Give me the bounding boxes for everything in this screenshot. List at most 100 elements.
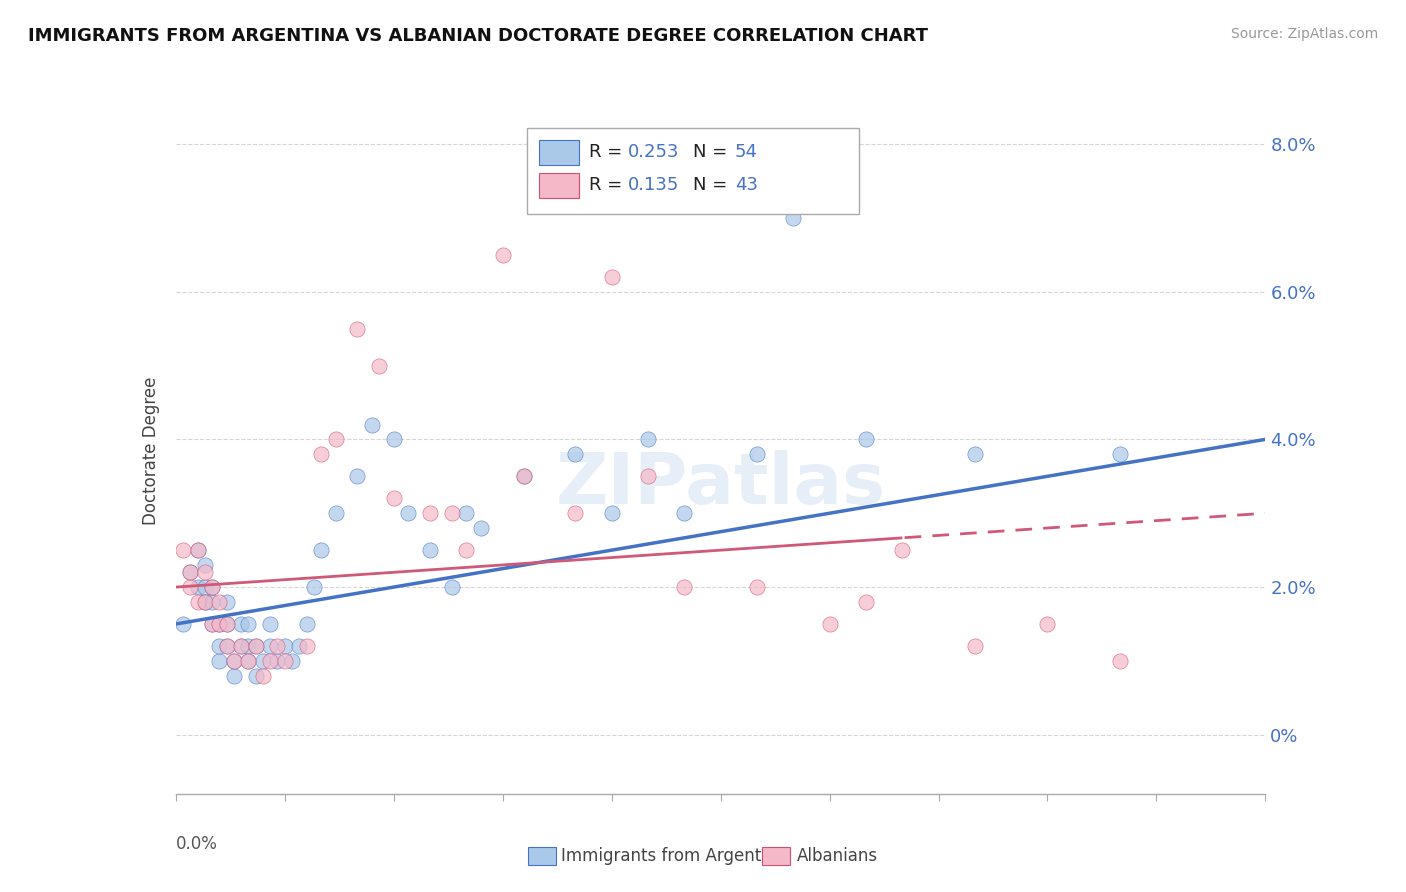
Point [238,654,260,668]
FancyBboxPatch shape [527,128,859,213]
Point [274,639,297,653]
Point [456,543,478,558]
Text: IMMIGRANTS FROM ARGENTINA VS ALBANIAN DOCTORATE DEGREE CORRELATION CHART: IMMIGRANTS FROM ARGENTINA VS ALBANIAN DO… [28,27,928,45]
Point [637,433,659,447]
Point [456,506,478,520]
Point [222,654,245,668]
Point [302,580,325,594]
Point [259,639,281,653]
Point [963,447,986,461]
Point [215,617,238,632]
Point [309,447,332,461]
Point [186,543,209,558]
Point [238,654,260,668]
Text: N =: N = [693,177,734,194]
Text: Albanians: Albanians [797,847,877,865]
Point [194,595,217,609]
Point [382,433,405,447]
Point [673,580,696,594]
Point [325,506,347,520]
Point [252,669,274,683]
Point [172,617,194,632]
FancyBboxPatch shape [762,847,790,865]
Point [252,654,274,668]
Point [245,669,267,683]
Point [201,617,224,632]
Text: 0.253: 0.253 [628,144,679,161]
Point [818,617,841,632]
Point [274,654,297,668]
Point [266,654,288,668]
Point [745,447,768,461]
Point [215,639,238,653]
Point [600,269,623,284]
Point [208,617,231,632]
Text: R =: R = [589,144,627,161]
Point [419,543,441,558]
Text: 54: 54 [735,144,758,161]
Point [215,639,238,653]
Point [231,639,253,653]
Point [245,639,267,653]
FancyBboxPatch shape [538,140,579,165]
Point [782,211,804,225]
Point [179,566,201,580]
Point [266,639,288,653]
Point [208,617,231,632]
Point [201,580,224,594]
Point [564,506,586,520]
Point [201,580,224,594]
FancyBboxPatch shape [527,847,555,865]
Point [1109,447,1132,461]
Y-axis label: Doctorate Degree: Doctorate Degree [142,376,160,524]
Point [891,543,914,558]
Point [281,654,304,668]
Point [238,639,260,653]
Point [963,639,986,653]
Point [295,617,318,632]
Point [259,617,281,632]
Point [288,639,311,653]
Point [295,639,318,653]
Point [215,617,238,632]
Point [346,321,368,335]
Text: N =: N = [693,144,734,161]
Point [346,469,368,483]
Point [513,469,536,483]
Point [419,506,441,520]
Point [396,506,419,520]
Text: Source: ZipAtlas.com: Source: ZipAtlas.com [1230,27,1378,41]
Point [360,417,382,432]
Point [222,654,245,668]
Point [231,639,253,653]
Point [440,580,463,594]
Point [179,566,201,580]
Point [238,617,260,632]
Point [673,506,696,520]
Point [208,595,231,609]
Point [222,669,245,683]
Point [564,447,586,461]
Text: ZIPatlas: ZIPatlas [555,450,886,519]
Point [208,639,231,653]
Point [201,617,224,632]
Point [231,617,253,632]
Point [172,543,194,558]
Point [855,595,877,609]
Point [325,433,347,447]
Text: 0.135: 0.135 [628,177,679,194]
Point [513,469,536,483]
Point [309,543,332,558]
Point [440,506,463,520]
Point [194,580,217,594]
Point [186,580,209,594]
Point [194,566,217,580]
Point [215,595,238,609]
FancyBboxPatch shape [538,173,579,198]
Point [245,639,267,653]
Point [492,248,515,262]
Point [637,469,659,483]
Point [1109,654,1132,668]
Point [186,595,209,609]
Point [186,543,209,558]
